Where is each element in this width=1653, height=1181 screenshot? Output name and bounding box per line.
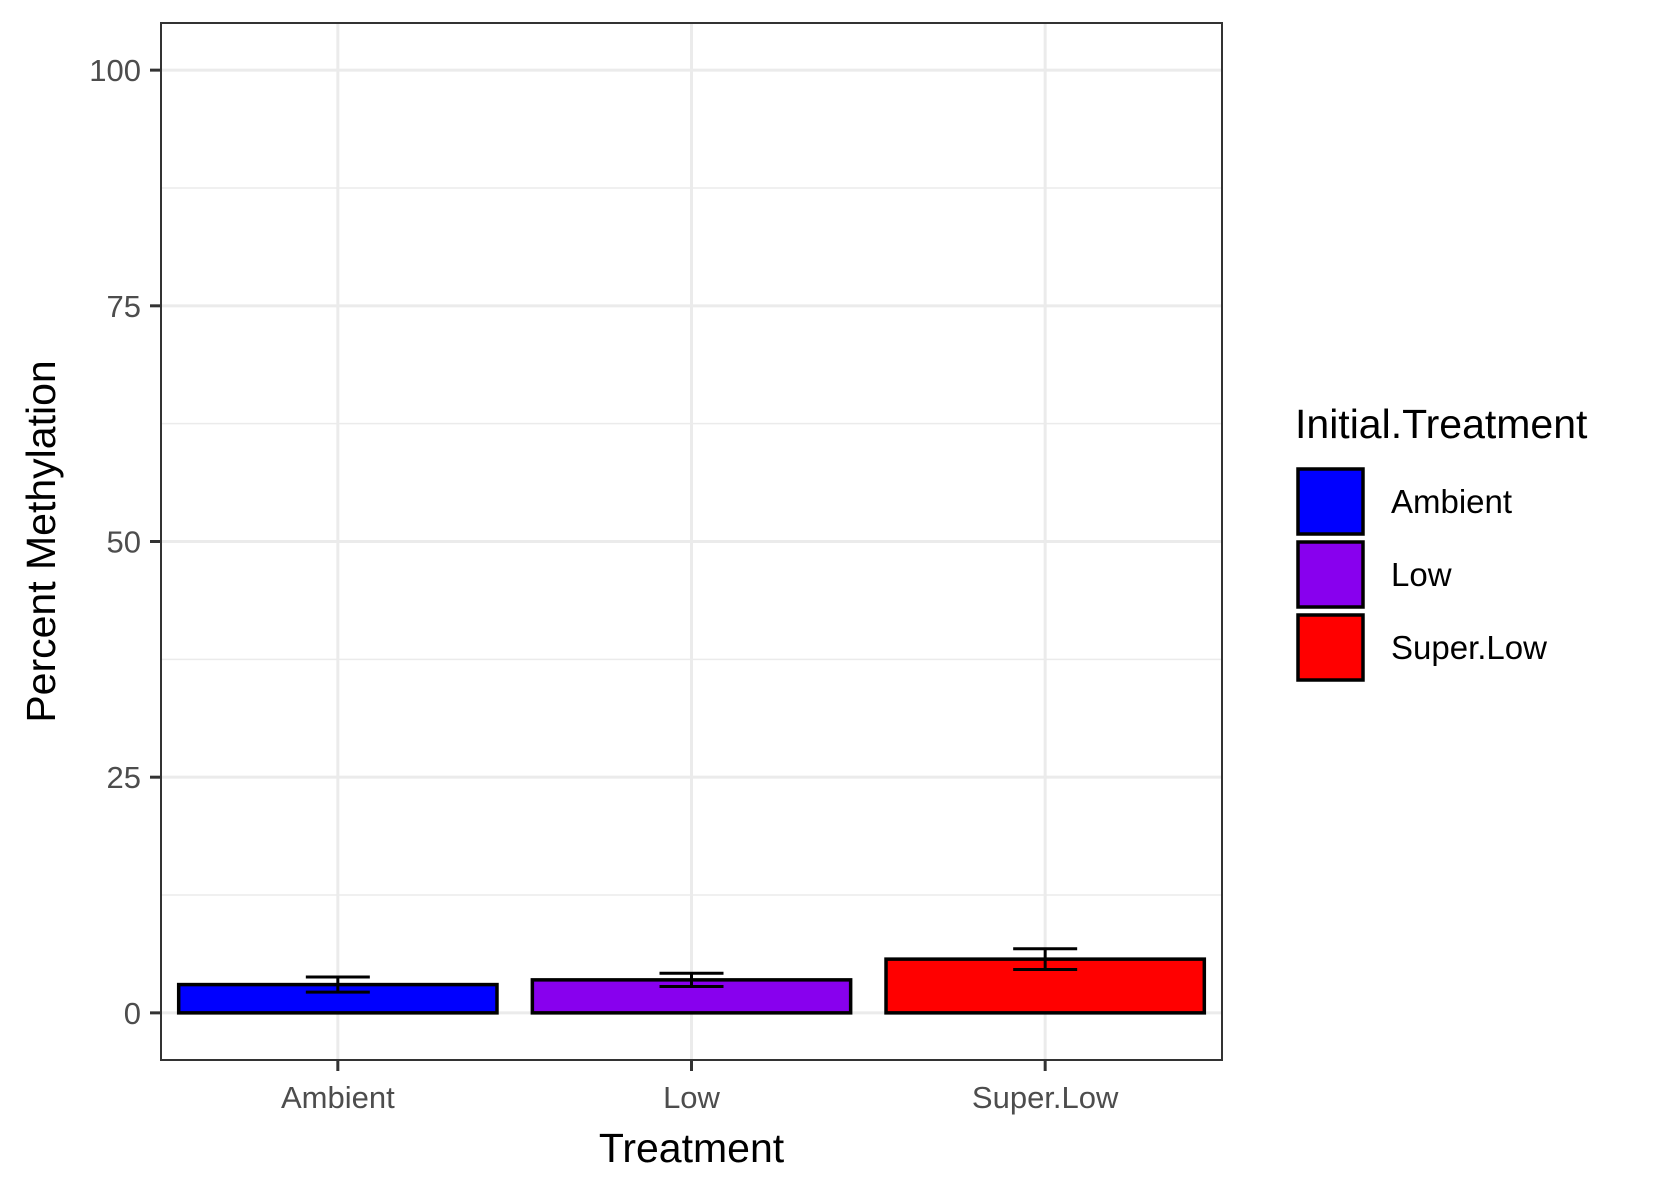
error-bar-super-low bbox=[1013, 947, 1078, 971]
legend-label: Low bbox=[1391, 556, 1452, 593]
x-tick-label: Super.Low bbox=[972, 1080, 1119, 1115]
y-tick-label: 25 bbox=[107, 760, 141, 795]
error-bar-ambient bbox=[305, 975, 370, 994]
x-tick-label: Ambient bbox=[281, 1080, 395, 1115]
legend-items: Ambient Low Super.Low bbox=[1296, 467, 1547, 682]
y-tick-label: 0 bbox=[124, 996, 141, 1031]
legend-entry-ambient: Ambient bbox=[1296, 467, 1512, 536]
legend-entry-low: Low bbox=[1296, 540, 1452, 609]
y-tick-label: 50 bbox=[107, 525, 141, 560]
x-axis-title: Treatment bbox=[599, 1125, 785, 1171]
legend-entry-super-low: Super.Low bbox=[1296, 613, 1547, 682]
axes: 0 25 50 75 100 Ambient Low Super.Low bbox=[89, 53, 1119, 1115]
y-tick-label: 75 bbox=[107, 289, 141, 324]
legend-swatch bbox=[1296, 613, 1365, 682]
y-axis-title: Percent Methylation bbox=[18, 360, 64, 722]
legend-label: Ambient bbox=[1391, 483, 1512, 520]
grid-lines bbox=[161, 23, 1222, 1060]
legend-title: Initial.Treatment bbox=[1295, 401, 1588, 447]
error-bar-low bbox=[659, 971, 724, 988]
legend-swatch bbox=[1296, 540, 1365, 609]
legend: Initial.Treatment Ambient Low Super.Low bbox=[1295, 401, 1588, 682]
y-tick-label: 100 bbox=[89, 53, 141, 88]
x-tick-label: Low bbox=[663, 1080, 720, 1115]
legend-swatch bbox=[1296, 467, 1365, 536]
error-bars bbox=[305, 947, 1078, 994]
legend-label: Super.Low bbox=[1391, 629, 1547, 666]
